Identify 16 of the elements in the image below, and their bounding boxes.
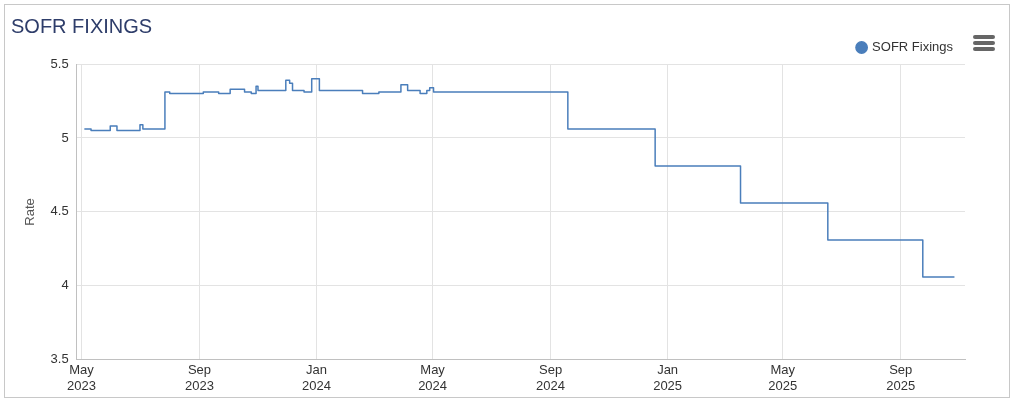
y-axis-title: Rate (22, 198, 38, 226)
legend-label: SOFR Fixings (872, 39, 954, 55)
y-tick-label: 5.5 (50, 55, 69, 71)
x-tick-label: May 2025 (768, 362, 798, 393)
x-tick-label: Sep 2023 (185, 362, 214, 393)
x-tick-label: Sep 2024 (536, 362, 566, 393)
chart-title: SOFR FIXINGS (11, 15, 153, 38)
x-tick-label: Jan 2025 (653, 362, 683, 393)
y-tick-label: 3.5 (50, 351, 69, 367)
y-tick-label: 4.5 (50, 203, 69, 219)
x-tick-label: Jan 2024 (302, 362, 331, 393)
x-tick-label: May 2023 (67, 362, 96, 393)
x-tick-label: May 2024 (418, 362, 448, 393)
x-tick-label: Sep 2025 (886, 362, 916, 393)
y-tick-label: 4 (61, 277, 69, 293)
y-tick-label: 5 (61, 129, 69, 145)
